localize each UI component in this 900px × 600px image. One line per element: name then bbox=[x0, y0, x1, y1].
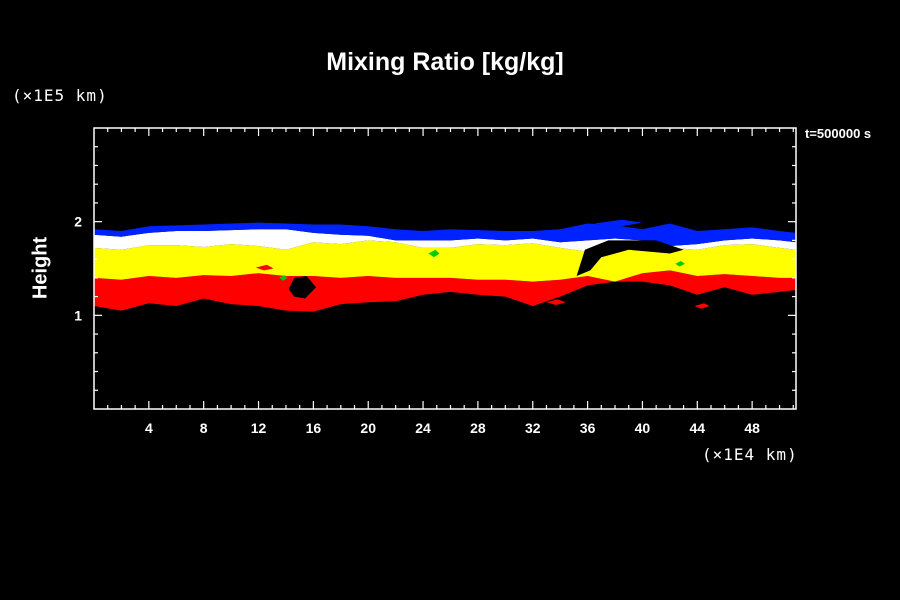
green-speck-2 bbox=[428, 249, 440, 258]
x-tick-label: 20 bbox=[360, 420, 376, 436]
chart-title: Mixing Ratio [kg/kg] bbox=[326, 48, 564, 76]
band-red bbox=[94, 270, 796, 312]
dark-intrusion bbox=[576, 240, 684, 276]
red-blob-3 bbox=[255, 264, 274, 271]
blue-patch-top bbox=[594, 219, 643, 228]
y-tick-label: 2 bbox=[74, 214, 82, 230]
x-tick-label: 28 bbox=[470, 420, 486, 436]
y-axis-unit: (×1E5 km) bbox=[12, 86, 108, 105]
time-label: t=500000 s bbox=[805, 126, 872, 141]
dark-patch-lower bbox=[288, 276, 317, 299]
x-axis-unit: (×1E4 km) bbox=[702, 445, 798, 464]
axis-ticks bbox=[94, 128, 796, 409]
x-tick-label: 48 bbox=[744, 420, 760, 436]
x-tick-label: 8 bbox=[200, 420, 208, 436]
x-tick-label: 32 bbox=[525, 420, 541, 436]
x-tick-label: 4 bbox=[145, 420, 153, 436]
green-speck-3 bbox=[675, 261, 685, 267]
red-blob-1 bbox=[546, 299, 566, 305]
y-tick-label: 1 bbox=[74, 307, 82, 323]
plot-frame bbox=[93, 127, 797, 410]
x-tick-label: 12 bbox=[251, 420, 267, 436]
mixing-ratio-field bbox=[94, 219, 796, 312]
band-blue bbox=[94, 222, 796, 246]
blue-patch-right bbox=[697, 231, 739, 239]
x-tick-label: 36 bbox=[580, 420, 596, 436]
green-speck-1 bbox=[279, 275, 288, 281]
x-tick-label: 44 bbox=[689, 420, 705, 436]
x-tick-label: 24 bbox=[415, 420, 431, 436]
x-tick-label: 40 bbox=[635, 420, 651, 436]
red-blob-2 bbox=[694, 303, 710, 309]
x-tick-label: 16 bbox=[306, 420, 322, 436]
